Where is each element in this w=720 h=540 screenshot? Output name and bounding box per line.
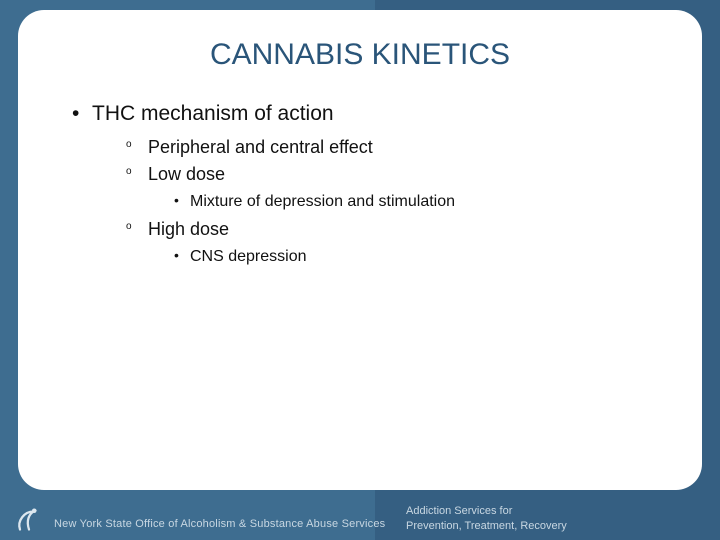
- slide-title: CANNABIS KINETICS: [60, 38, 660, 72]
- slide-footer: New York State Office of Alcoholism & Su…: [0, 492, 720, 540]
- bullet-list-level3: CNS depression: [148, 246, 660, 268]
- slide-card: CANNABIS KINETICS THC mechanism of actio…: [18, 10, 702, 490]
- list-item: CNS depression: [174, 246, 660, 268]
- bullet-text: Mixture of depression and stimulation: [190, 193, 455, 210]
- list-item: Peripheral and central effect: [126, 136, 660, 159]
- bullet-list-level2: Peripheral and central effect Low dose M…: [92, 136, 660, 267]
- bullet-list-level1: THC mechanism of action Peripheral and c…: [60, 102, 660, 267]
- list-item: THC mechanism of action Peripheral and c…: [72, 102, 660, 267]
- logo-icon: [14, 504, 44, 534]
- list-item: High dose CNS depression: [126, 218, 660, 267]
- bullet-text: CNS depression: [190, 248, 307, 265]
- bullet-text: High dose: [148, 219, 229, 239]
- footer-tagline: Addiction Services for Prevention, Treat…: [406, 504, 567, 534]
- bullet-list-level3: Mixture of depression and stimulation: [148, 191, 660, 213]
- footer-org-text: New York State Office of Alcoholism & Su…: [54, 518, 385, 530]
- footer-tagline-line2: Prevention, Treatment, Recovery: [406, 520, 567, 532]
- list-item: Low dose Mixture of depression and stimu…: [126, 163, 660, 212]
- footer-tagline-line1: Addiction Services for: [406, 505, 512, 517]
- bullet-text: THC mechanism of action: [92, 102, 334, 125]
- bullet-text: Low dose: [148, 164, 225, 184]
- bullet-text: Peripheral and central effect: [148, 137, 373, 157]
- list-item: Mixture of depression and stimulation: [174, 191, 660, 213]
